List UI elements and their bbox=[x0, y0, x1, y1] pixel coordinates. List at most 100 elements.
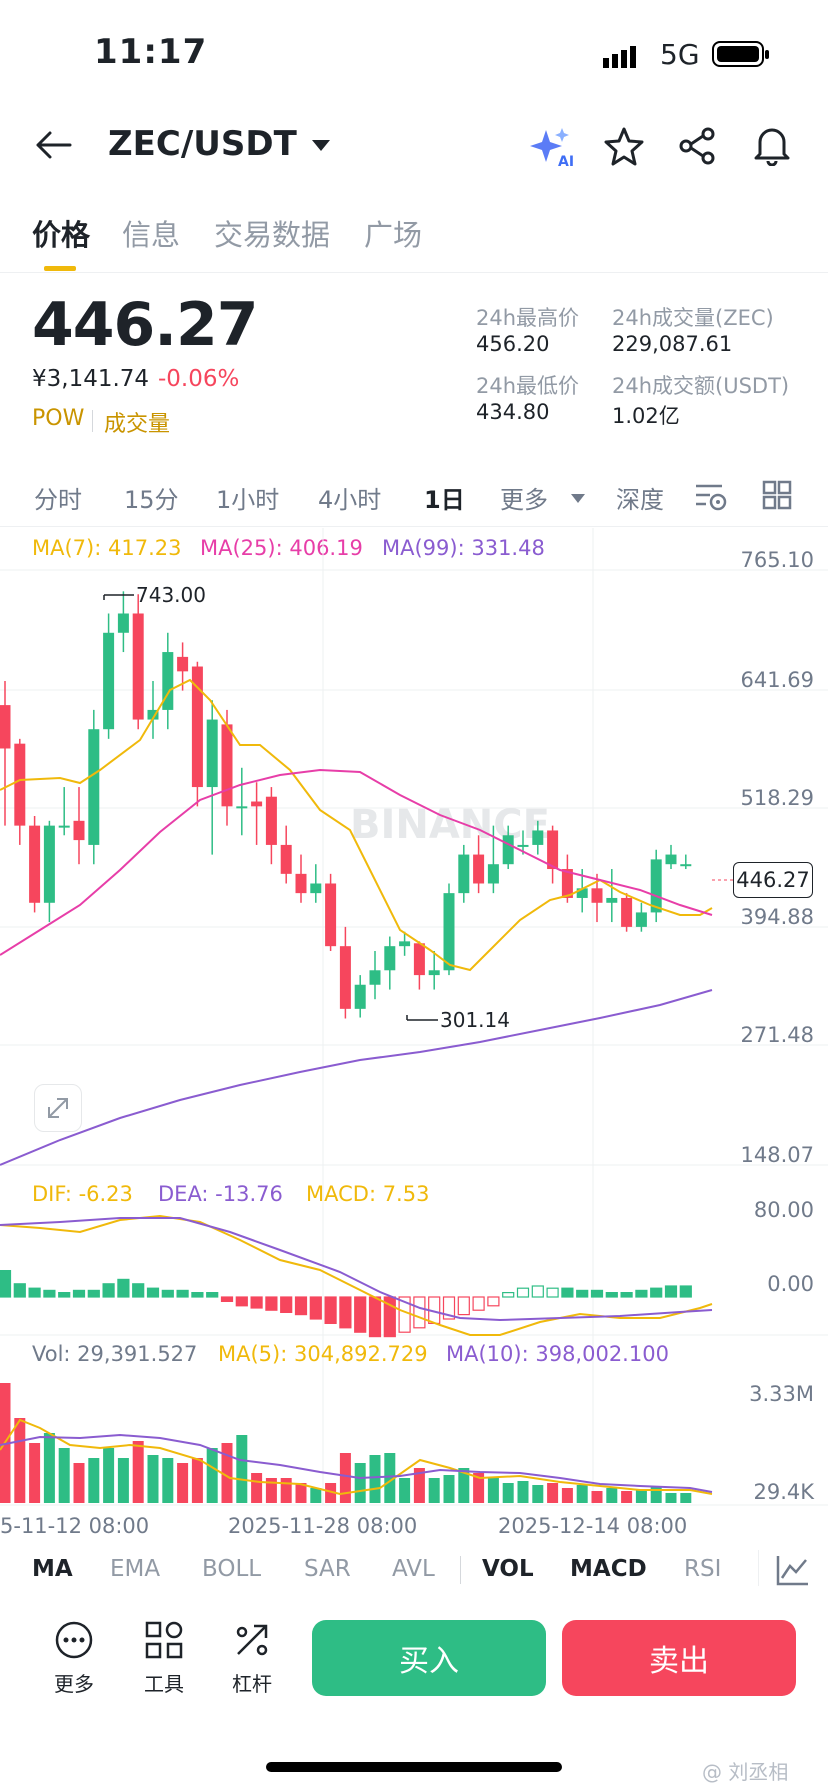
macd-bar bbox=[28, 1287, 41, 1298]
volume-bar bbox=[428, 1478, 440, 1503]
volume-bar bbox=[384, 1453, 396, 1503]
indicator-rsi[interactable]: RSI bbox=[684, 1556, 722, 1582]
tabs-divider bbox=[0, 272, 828, 273]
volume-bar bbox=[236, 1435, 248, 1503]
indicator-ma[interactable]: MA bbox=[32, 1556, 73, 1582]
macd-bar bbox=[250, 1296, 263, 1309]
indicator-boll[interactable]: BOLL bbox=[202, 1556, 262, 1582]
indicator-ema[interactable]: EMA bbox=[110, 1556, 161, 1582]
tag-pow[interactable]: POW bbox=[32, 406, 85, 431]
tab-info[interactable]: 信息 bbox=[122, 218, 181, 252]
expand-icon[interactable] bbox=[34, 1084, 82, 1132]
interval-depth[interactable]: 深度 bbox=[616, 486, 664, 514]
candle bbox=[621, 897, 633, 927]
vol-axis-bottom: 29.4K bbox=[753, 1480, 814, 1504]
candle bbox=[236, 806, 248, 809]
interval-1h[interactable]: 1小时 bbox=[216, 486, 280, 514]
candle bbox=[517, 844, 529, 847]
volume-bar bbox=[88, 1458, 100, 1503]
leverage-button[interactable]: 杠杆 bbox=[232, 1672, 272, 1696]
macd-bar bbox=[368, 1296, 382, 1338]
tab-square[interactable]: 广场 bbox=[364, 218, 423, 252]
indicator-macd[interactable]: MACD bbox=[570, 1556, 647, 1582]
amount-label: 24h成交额(USDT) bbox=[612, 374, 790, 398]
macd-bar bbox=[605, 1291, 618, 1298]
candlestick-chart[interactable]: BINANCE 743.00 301.14 bbox=[0, 0, 828, 1540]
interval-4h[interactable]: 4小时 bbox=[318, 486, 382, 514]
indicator-sar[interactable]: SAR bbox=[304, 1556, 351, 1582]
candle bbox=[191, 666, 203, 788]
bell-icon[interactable] bbox=[752, 124, 792, 170]
current-price-tag: 446.27 bbox=[733, 862, 813, 898]
ai-icon[interactable]: AI bbox=[528, 124, 574, 174]
svg-text:AI: AI bbox=[558, 154, 574, 170]
volume-bar bbox=[43, 1433, 55, 1503]
vol-ma5-line bbox=[0, 1418, 713, 1496]
buy-button[interactable]: 买入 bbox=[312, 1620, 546, 1696]
back-icon[interactable] bbox=[34, 130, 72, 164]
candle bbox=[680, 864, 692, 867]
volume-bar bbox=[606, 1488, 618, 1503]
chart-settings-icon[interactable] bbox=[694, 480, 728, 516]
volume-bar bbox=[73, 1463, 85, 1503]
macd-bar bbox=[206, 1291, 219, 1298]
candle bbox=[665, 854, 677, 865]
macd-bar bbox=[146, 1287, 160, 1298]
candle bbox=[162, 652, 174, 710]
macd-bar bbox=[531, 1285, 544, 1298]
candle bbox=[73, 820, 85, 841]
tab-trading-data[interactable]: 交易数据 bbox=[214, 218, 331, 252]
tools-button[interactable]: 工具 bbox=[144, 1672, 184, 1696]
macd-bar bbox=[87, 1289, 100, 1298]
macd-bar bbox=[102, 1283, 115, 1298]
tools-icon[interactable] bbox=[144, 1620, 184, 1664]
home-indicator[interactable] bbox=[266, 1762, 562, 1772]
more-icon[interactable] bbox=[54, 1620, 94, 1664]
candle bbox=[339, 946, 351, 1009]
candle bbox=[606, 897, 618, 903]
caret-down-icon[interactable] bbox=[310, 138, 332, 158]
candle bbox=[473, 854, 485, 884]
macd-bar bbox=[294, 1296, 308, 1316]
macd-bar bbox=[43, 1289, 56, 1298]
volume-bar bbox=[502, 1483, 514, 1503]
volume-bar bbox=[547, 1483, 559, 1503]
star-icon[interactable] bbox=[604, 126, 644, 170]
candle bbox=[576, 888, 588, 898]
volume-bar bbox=[399, 1478, 411, 1503]
more-caret-icon[interactable] bbox=[570, 490, 586, 509]
tab-indicator bbox=[44, 266, 76, 271]
candle bbox=[177, 656, 189, 672]
candle bbox=[413, 943, 425, 976]
status-time: 11:17 bbox=[94, 32, 208, 72]
candle bbox=[354, 984, 366, 1009]
tab-price[interactable]: 价格 bbox=[32, 218, 91, 252]
leverage-icon[interactable] bbox=[232, 1620, 272, 1664]
volume-bar bbox=[221, 1443, 233, 1503]
chart-top-divider bbox=[0, 526, 828, 527]
macd-bar bbox=[176, 1289, 189, 1298]
ma25-line bbox=[0, 768, 713, 956]
volume-bar bbox=[591, 1491, 603, 1503]
indicator-vol[interactable]: VOL bbox=[482, 1556, 534, 1582]
candle bbox=[547, 830, 559, 870]
indicator-chart-icon[interactable] bbox=[776, 1554, 810, 1590]
layout-grid-icon[interactable] bbox=[762, 480, 792, 514]
candle bbox=[384, 946, 396, 971]
volume-bar bbox=[473, 1473, 485, 1503]
more-button[interactable]: 更多 bbox=[54, 1672, 94, 1696]
pair-title[interactable]: ZEC/USDT bbox=[108, 124, 297, 164]
volume-bar bbox=[680, 1493, 692, 1503]
y-tick: 518.29 bbox=[740, 786, 814, 810]
share-icon[interactable] bbox=[678, 126, 718, 170]
volume-bar bbox=[325, 1483, 337, 1503]
sell-button[interactable]: 卖出 bbox=[562, 1620, 796, 1696]
interval-15m[interactable]: 15分 bbox=[124, 486, 179, 514]
interval-1d[interactable]: 1日 bbox=[424, 486, 465, 514]
tag-volume[interactable]: 成交量 bbox=[104, 412, 171, 437]
interval-time[interactable]: 分时 bbox=[34, 486, 82, 514]
interval-more[interactable]: 更多 bbox=[500, 486, 548, 514]
indicator-avl[interactable]: AVL bbox=[392, 1556, 435, 1582]
volume-bar bbox=[665, 1493, 677, 1503]
candle bbox=[369, 970, 381, 985]
